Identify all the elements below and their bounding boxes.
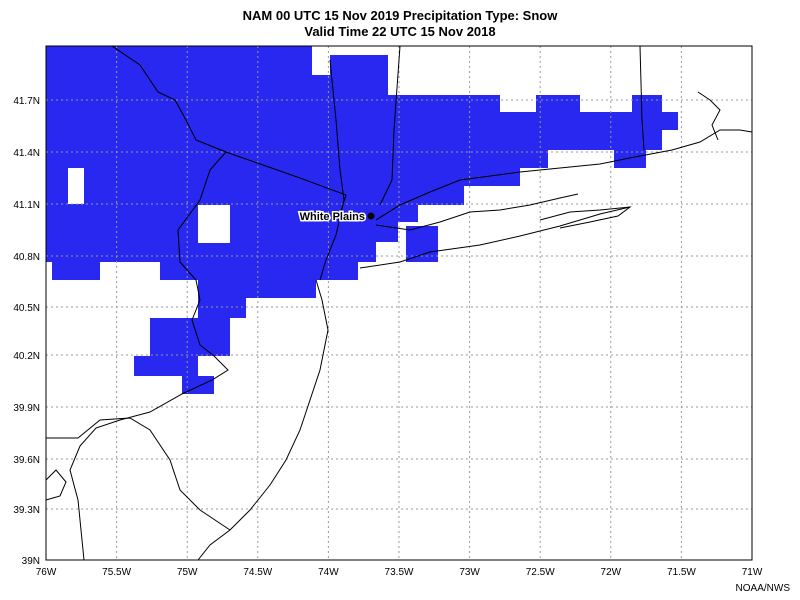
longitude-label: 76W: [36, 567, 57, 578]
ct-ri-border: [639, 45, 645, 151]
station-label: White Plains: [300, 211, 365, 223]
longitude-label: 74.5W: [243, 567, 272, 578]
pa-nj-border-river: [69, 279, 229, 561]
latitude-label: 39.6N: [13, 455, 40, 466]
longitude-label: 71.5W: [667, 567, 696, 578]
latitude-label: 41.7N: [13, 96, 40, 107]
ct-coast: [375, 129, 753, 221]
latitude-label: 41.1N: [13, 200, 40, 211]
hudson-river: [319, 59, 345, 281]
long-island-north: [375, 193, 579, 231]
latitude-label: 40.8N: [13, 252, 40, 263]
longitude-label: 74W: [318, 567, 339, 578]
ny-pa-border: [111, 45, 227, 281]
map-title-line-1: NAM 00 UTC 15 Nov 2019 Precipitation Typ…: [242, 8, 558, 23]
latitude-label: 41.4N: [13, 148, 40, 159]
longitude-label: 72W: [601, 567, 622, 578]
graticule: [46, 46, 752, 560]
longitude-label: 73.5W: [385, 567, 414, 578]
snow-gap-west: [68, 168, 84, 204]
latitude-labels: 41.7N 41.4N 41.1N 40.8N 40.5N 40.2N 39.9N 39.6N…: [13, 96, 40, 567]
station-marker: White Plains: [298, 210, 375, 225]
longitude-label: 71W: [742, 567, 763, 578]
longitude-label: 73W: [459, 567, 480, 578]
boundaries: [45, 45, 753, 561]
latitude-label: 40.5N: [13, 303, 40, 314]
longitude-label: 72.5W: [526, 567, 555, 578]
station-dot: [367, 212, 375, 220]
latitude-label: 39.3N: [13, 505, 40, 516]
snow-gap-central: [198, 205, 230, 243]
snow-region-east: [614, 95, 678, 168]
delaware-bay: [46, 417, 231, 531]
delmarva-outline: [45, 469, 67, 501]
long-island-east-fork: [539, 206, 632, 229]
credit-text: NOAA/NWS: [735, 583, 790, 594]
longitude-label: 75.5W: [102, 567, 131, 578]
snow-region-li: [406, 226, 438, 262]
map-frame: [45, 45, 753, 561]
map-title-line-2: Valid Time 22 UTC 15 Nov 2018: [304, 24, 496, 39]
latitude-label: 39N: [22, 556, 40, 567]
snow-gap-coast: [198, 356, 214, 376]
longitude-labels: 76W 75.5W 75W 74.5W 74W 73.5W 73W 72.5W 72W 71.5W…: [36, 567, 763, 578]
latitude-label: 39.9N: [13, 403, 40, 414]
snow-region-main: [46, 46, 614, 394]
longitude-label: 75W: [177, 567, 198, 578]
ct-ny-border: [379, 45, 401, 206]
latitude-label: 40.2N: [13, 351, 40, 362]
long-island-south: [359, 206, 631, 269]
nj-coast: [197, 279, 329, 561]
snow-area: [46, 46, 678, 394]
cape-cod-bay: [697, 91, 721, 141]
